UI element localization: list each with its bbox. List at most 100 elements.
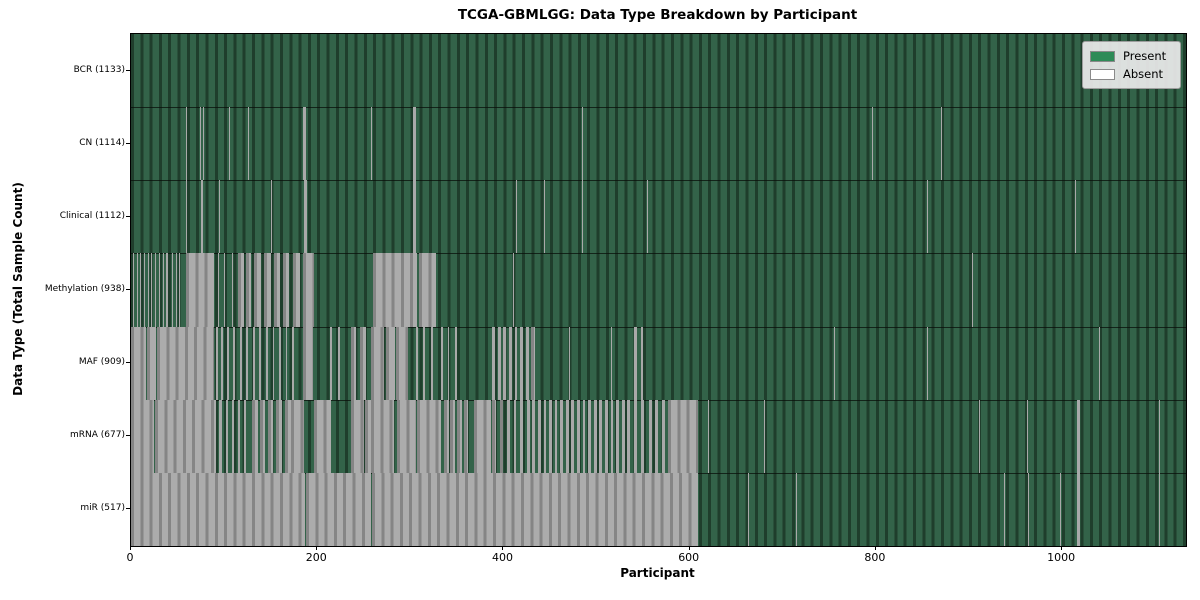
- absent-cell-block-MAF: [330, 326, 333, 400]
- absent-cell-block-Methylation: [264, 253, 271, 327]
- legend-absent-label: Absent: [1123, 67, 1164, 81]
- absent-cell-block-CN: [202, 107, 204, 181]
- absent-cell-block-mRNA: [219, 399, 223, 473]
- absent-cell-block-MAF: [215, 326, 218, 400]
- y-tick-mark: [126, 215, 130, 217]
- absent-cell-block-Clinical: [543, 180, 545, 254]
- absent-cell-block-Methylation: [175, 253, 177, 327]
- absent-cell-block-mRNA: [131, 399, 155, 473]
- absent-cell-block-mRNA: [364, 399, 372, 473]
- absent-cell-block-Methylation: [132, 253, 134, 327]
- row-separator: [131, 326, 1186, 328]
- absent-cell-block-mRNA: [252, 399, 258, 473]
- absent-cell-block-Methylation: [224, 253, 226, 327]
- absent-cell-block-mRNA: [648, 399, 652, 473]
- absent-cell-block-Methylation: [147, 253, 149, 327]
- absent-cell-block-MAF: [503, 326, 507, 400]
- absent-cell-block-MAF: [337, 326, 340, 400]
- absent-cell-block-Methylation: [418, 253, 437, 327]
- y-tick-label-MAF: MAF (909): [78, 357, 125, 368]
- absent-cell-block-mRNA: [267, 399, 274, 473]
- absent-cell-block-miR: [1060, 472, 1062, 546]
- y-tick-label-CN: CN (1114): [79, 137, 125, 148]
- legend: Present Absent: [1082, 41, 1181, 89]
- absent-cell-block-mRNA: [616, 399, 619, 473]
- absent-cell-block-MAF: [360, 326, 366, 400]
- absent-cell-block-Methylation: [238, 253, 244, 327]
- absent-cell-block-mRNA: [284, 399, 292, 473]
- legend-present-label: Present: [1123, 49, 1167, 63]
- absent-cell-block-mRNA: [633, 399, 637, 473]
- absent-cell-block-mRNA: [593, 399, 597, 473]
- absent-cell-block-mRNA: [537, 399, 541, 473]
- absent-cell-block-mRNA: [526, 399, 530, 473]
- absent-cell-block-MAF: [641, 326, 644, 400]
- row-separator: [131, 399, 1186, 401]
- absent-cell-block-MAF: [834, 326, 836, 400]
- y-tick-mark: [126, 508, 130, 510]
- absent-cell-block-mRNA: [350, 399, 364, 473]
- absent-cell-block-mRNA: [532, 399, 536, 473]
- absent-cell-block-Methylation: [231, 253, 233, 327]
- absent-cell-block-mRNA: [627, 399, 631, 473]
- absent-cell-block-Methylation: [282, 253, 290, 327]
- absent-cell-block-mRNA: [582, 399, 586, 473]
- y-tick-label-miR: miR (517): [80, 503, 125, 514]
- absent-cell-block-CN: [303, 107, 307, 181]
- absent-cell-block-mRNA: [371, 399, 394, 473]
- x-tick-label-600: 600: [678, 551, 700, 564]
- absent-cell-block-Clinical: [927, 180, 929, 254]
- absent-cell-block-MAF: [415, 326, 418, 400]
- absent-cell-block-MAF: [371, 326, 385, 400]
- x-tick-mark: [316, 546, 318, 550]
- absent-cell-block-mRNA: [507, 399, 510, 473]
- absent-cell-block-Methylation: [373, 253, 417, 327]
- absent-cell-block-MAF: [239, 326, 242, 400]
- absent-cell-block-miR: [748, 472, 750, 546]
- absent-cell-block-mRNA: [499, 399, 504, 473]
- y-tick-label-mRNA: mRNA (677): [70, 430, 125, 441]
- absent-cell-block-Clinical: [270, 180, 272, 254]
- absent-cell-block-mRNA: [604, 399, 608, 473]
- absent-cell-block-MAF: [1099, 326, 1101, 400]
- absent-cell-block-Clinical: [581, 180, 583, 254]
- absent-cell-block-mRNA: [492, 399, 496, 473]
- absent-cell-block-Methylation: [162, 253, 164, 327]
- legend-present-swatch: [1090, 50, 1115, 62]
- legend-absent-swatch: [1090, 68, 1115, 80]
- absent-cell-block-miR: [1004, 472, 1006, 546]
- absent-cell-block-mRNA: [313, 399, 332, 473]
- absent-cell-block-mRNA: [513, 399, 517, 473]
- absent-cell-block-mRNA: [621, 399, 625, 473]
- absent-cell-block-Methylation: [185, 253, 214, 327]
- absent-cell-block-mRNA: [655, 399, 659, 473]
- y-tick-mark: [126, 142, 130, 144]
- x-tick-label-0: 0: [126, 551, 134, 564]
- absent-cell-block-mRNA: [610, 399, 614, 473]
- absent-cell-block-MAF: [423, 326, 426, 400]
- absent-cell-block-Clinical: [185, 180, 187, 254]
- row-separator: [131, 180, 1186, 182]
- absent-cell-block-MAF: [350, 326, 357, 400]
- absent-cell-block-CN: [228, 107, 230, 181]
- absent-cell-block-CN: [872, 107, 874, 181]
- absent-cell-block-Methylation: [293, 253, 300, 327]
- absent-cell-block-mRNA: [577, 399, 580, 473]
- absent-cell-block-mRNA: [571, 399, 575, 473]
- absent-cell-block-mRNA: [464, 399, 469, 473]
- absent-cell-block-MAF: [531, 326, 536, 400]
- absent-cell-block-MAF: [246, 326, 249, 400]
- absent-cell-block-mRNA: [588, 399, 591, 473]
- absent-cell-block-Methylation: [274, 253, 280, 327]
- absent-cell-block-mRNA: [1077, 399, 1080, 473]
- y-tick-mark: [126, 362, 130, 364]
- absent-cell-block-CN: [371, 107, 373, 181]
- absent-cell-block-mRNA: [764, 399, 766, 473]
- absent-cell-block-miR: [372, 472, 699, 546]
- absent-cell-block-Methylation: [217, 253, 219, 327]
- x-tick-mark: [1061, 546, 1063, 550]
- absent-cell-block-Clinical: [413, 180, 416, 254]
- absent-cell-block-CN: [185, 107, 187, 181]
- absent-cell-block-mRNA: [456, 399, 462, 473]
